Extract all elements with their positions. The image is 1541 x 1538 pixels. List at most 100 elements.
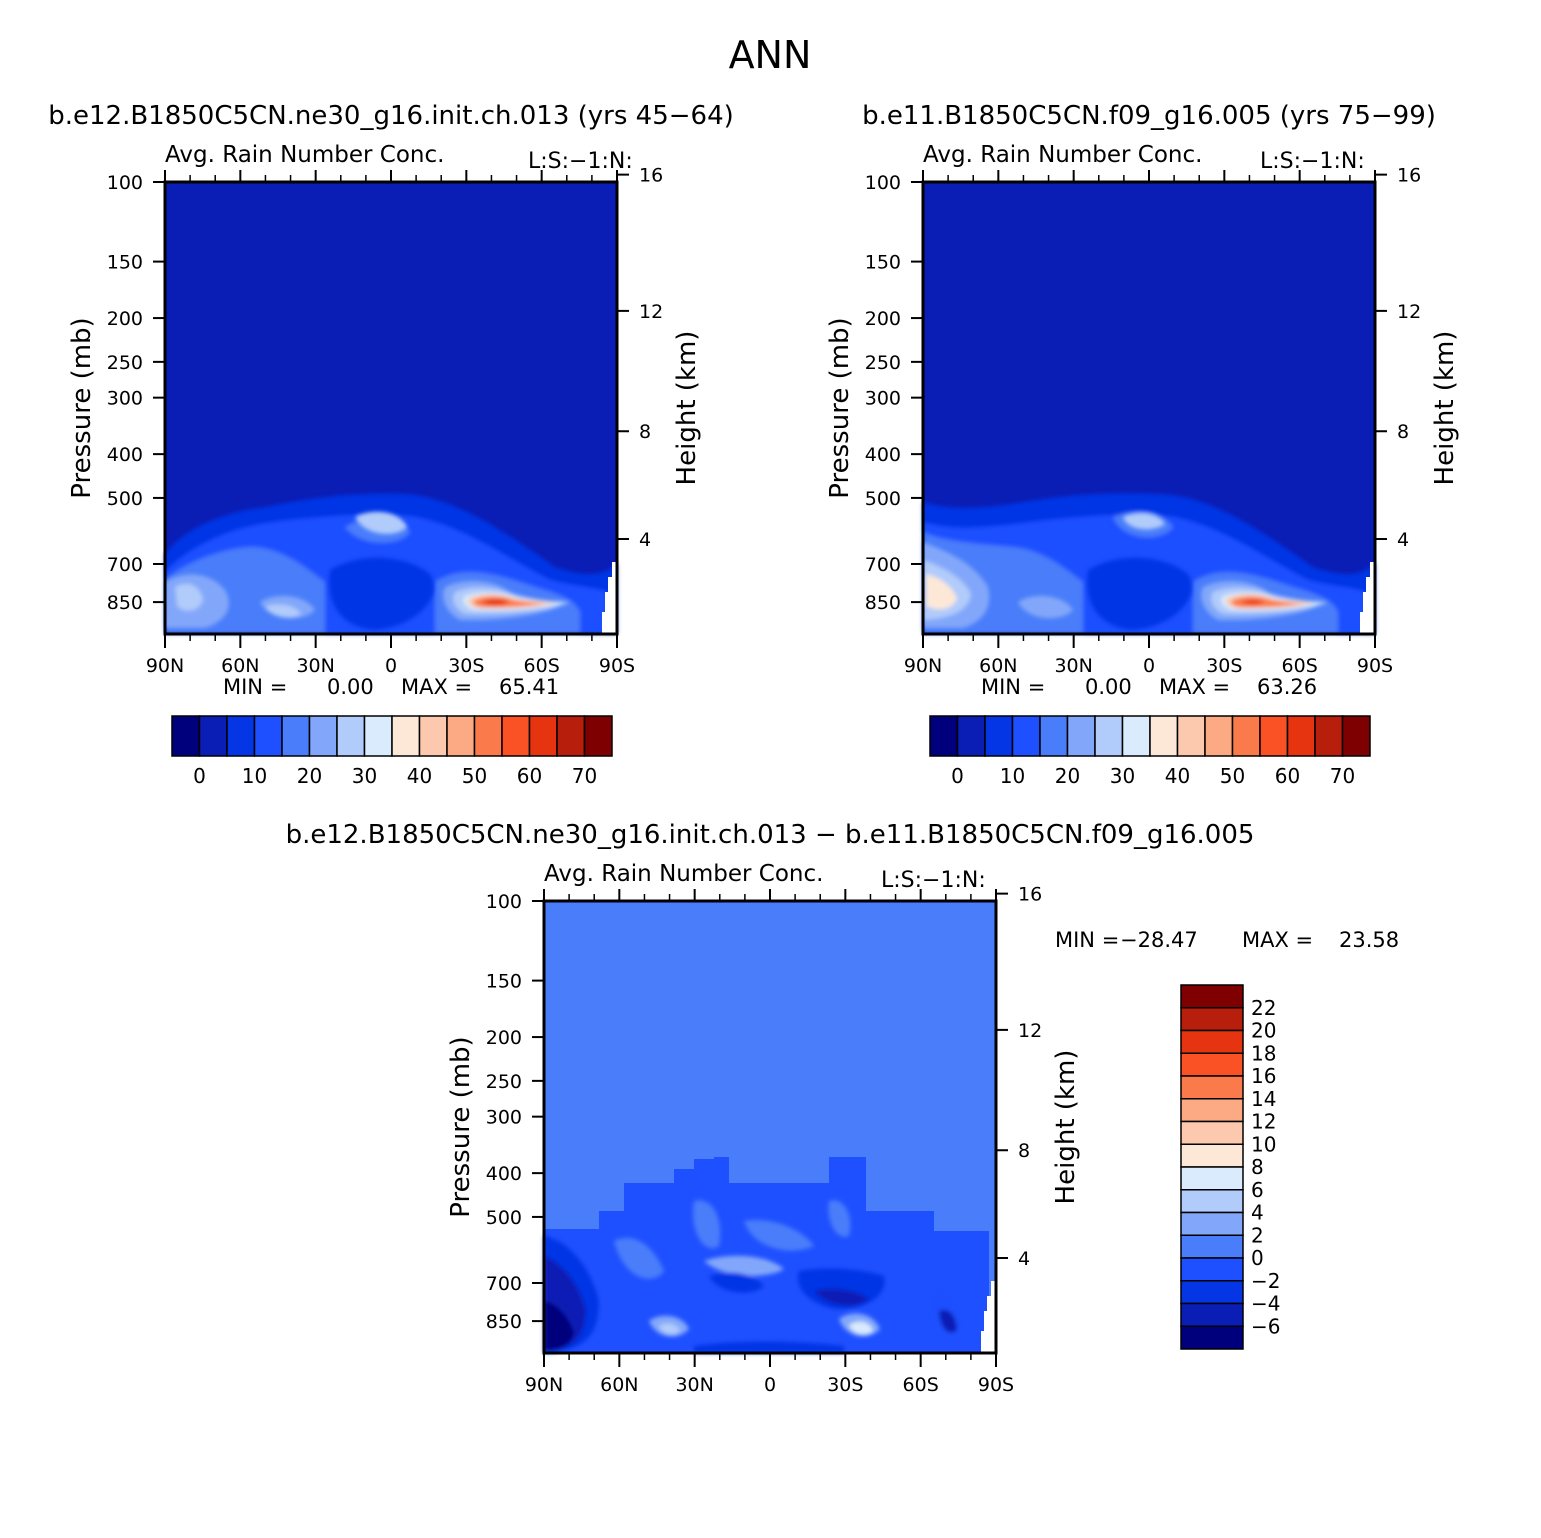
- contour-field: [165, 182, 617, 634]
- x-tick-label: 0: [385, 655, 397, 677]
- colorbar-swatch: [253, 715, 283, 757]
- y-tick-label: 400: [107, 444, 143, 466]
- panel-title: b.e12.B1850C5CN.ne30_g16.init.ch.013 (yr…: [48, 101, 734, 131]
- colorbar-swatch: [1341, 715, 1371, 757]
- y-axis-right: 16 12 8 4: [1375, 165, 1421, 551]
- y-tick-label: 300: [865, 388, 901, 410]
- colorbar-swatch: [1176, 715, 1206, 757]
- y-tick-label: 300: [107, 388, 143, 410]
- y-tick-label: 850: [107, 592, 143, 614]
- colorbar-swatch: [1259, 715, 1289, 757]
- colorbar-swatch: [1180, 1257, 1244, 1282]
- y-tick-label: 500: [865, 488, 901, 510]
- colorbar-swatch: [1180, 1075, 1244, 1100]
- min-label: MIN =: [981, 675, 1045, 699]
- y-tick-label: 700: [486, 1273, 522, 1295]
- missing-data-mask: [981, 1281, 996, 1353]
- colorbar-swatch: [226, 715, 256, 757]
- y-tick-label: 700: [865, 554, 901, 576]
- y-tick-label: 200: [486, 1027, 522, 1049]
- y-tick-label: 500: [486, 1207, 522, 1229]
- colorbar-label: 2: [1251, 1223, 1264, 1247]
- contour-band: [709, 1272, 764, 1293]
- y-tick-label: 100: [107, 172, 143, 194]
- contour-band: [481, 599, 509, 605]
- y-tick-label: 150: [865, 252, 901, 274]
- panel-subtitle: Avg. Rain Number Conc.: [165, 142, 444, 168]
- y-axis-left: 100 150 200 250 300 400 500 700 850: [107, 172, 165, 614]
- colorbar-label: 60: [517, 764, 542, 788]
- colorbar-swatch: [1066, 715, 1096, 757]
- colorbar-swatch: [1180, 1325, 1244, 1350]
- page-title: ANN: [729, 33, 812, 77]
- y-right-tick-label: 16: [1397, 165, 1421, 187]
- colorbar-label: 12: [1251, 1110, 1276, 1134]
- colorbar-swatch: [1180, 1302, 1244, 1327]
- x-tick-label: 30S: [1206, 655, 1242, 677]
- y-right-tick-label: 4: [1018, 1248, 1030, 1270]
- contour-band: [329, 557, 434, 630]
- y-right-tick-label: 8: [1397, 421, 1409, 443]
- x-tick-label: 90S: [599, 655, 635, 677]
- x-tick-label: 30N: [1054, 655, 1092, 677]
- colorbar-label: 4: [1251, 1201, 1264, 1225]
- x-axis: 90N 60N 30N 0 30S 60S 90S: [525, 889, 1014, 1396]
- y-axis-label: Pressure (mb): [825, 317, 855, 498]
- min-label: MIN =: [223, 675, 287, 699]
- y-right-tick-label: 4: [1397, 529, 1409, 551]
- colorbar-label: −6: [1251, 1314, 1280, 1338]
- colorbar-swatch: [1180, 1234, 1244, 1259]
- colorbar-label: 20: [1251, 1019, 1276, 1043]
- y-tick-label: 100: [486, 891, 522, 913]
- min-label: MIN =: [1055, 928, 1119, 952]
- contour-band: [659, 1323, 680, 1335]
- colorbar-label: −2: [1251, 1269, 1280, 1293]
- colorbar-label: 30: [352, 764, 377, 788]
- x-tick-label: 60N: [979, 655, 1017, 677]
- y-axis-label: Pressure (mb): [446, 1036, 476, 1217]
- contour-band: [1087, 557, 1192, 630]
- colorbar-label: 8: [1251, 1155, 1264, 1179]
- y-axis-right: 16 12 8 4: [617, 165, 663, 551]
- colorbar-swatch: [1180, 1166, 1244, 1191]
- y-right-tick-label: 16: [639, 165, 663, 187]
- colorbar-label: 50: [1220, 764, 1245, 788]
- panel-3: b.e12.B1850C5CN.ne30_g16.init.ch.013 − b…: [286, 820, 1400, 1396]
- colorbar-swatch: [336, 715, 366, 757]
- colorbar-label: 0: [951, 764, 964, 788]
- y-tick-label: 200: [865, 308, 901, 330]
- colorbar-swatch: [391, 715, 421, 757]
- contour-band: [926, 574, 957, 610]
- colorbar-swatch: [1180, 1052, 1244, 1077]
- colorbar-swatch: [583, 715, 613, 757]
- x-axis: 90N 60N 30N 0 30S 60S 90S: [904, 170, 1393, 677]
- contour-band: [175, 583, 203, 611]
- contour-band: [1241, 600, 1264, 605]
- y-axis-label: Pressure (mb): [67, 317, 97, 498]
- x-tick-label: 90S: [1357, 655, 1393, 677]
- colorbar-swatch: [1180, 1120, 1244, 1145]
- colorbar-swatch: [1286, 715, 1316, 757]
- colorbar-label: −4: [1251, 1292, 1280, 1316]
- contour-band: [704, 1255, 784, 1276]
- contour-band: [849, 1321, 873, 1335]
- x-tick-label: 60S: [903, 1374, 939, 1396]
- colorbar-label: 10: [242, 764, 267, 788]
- contour-band: [544, 1301, 574, 1351]
- x-tick-label: 30N: [296, 655, 334, 677]
- colorbar-swatch: [418, 715, 448, 757]
- colorbar-swatch: [1121, 715, 1151, 757]
- panel-subtitle: Avg. Rain Number Conc.: [544, 861, 823, 887]
- y-tick-label: 150: [486, 971, 522, 993]
- colorbar-label: 6: [1251, 1178, 1264, 1202]
- y-right-tick-label: 12: [1018, 1020, 1042, 1042]
- x-tick-label: 30S: [448, 655, 484, 677]
- y-tick-label: 100: [865, 172, 901, 194]
- colorbar-swatch: [281, 715, 311, 757]
- contour-band: [694, 1341, 844, 1353]
- contour-band: [693, 1200, 721, 1249]
- colorbar-swatch: [1204, 715, 1234, 757]
- panel-1: b.e12.B1850C5CN.ne30_g16.init.ch.013 (yr…: [48, 101, 734, 788]
- y-tick-label: 400: [486, 1163, 522, 1185]
- colorbar-swatch: [501, 715, 531, 757]
